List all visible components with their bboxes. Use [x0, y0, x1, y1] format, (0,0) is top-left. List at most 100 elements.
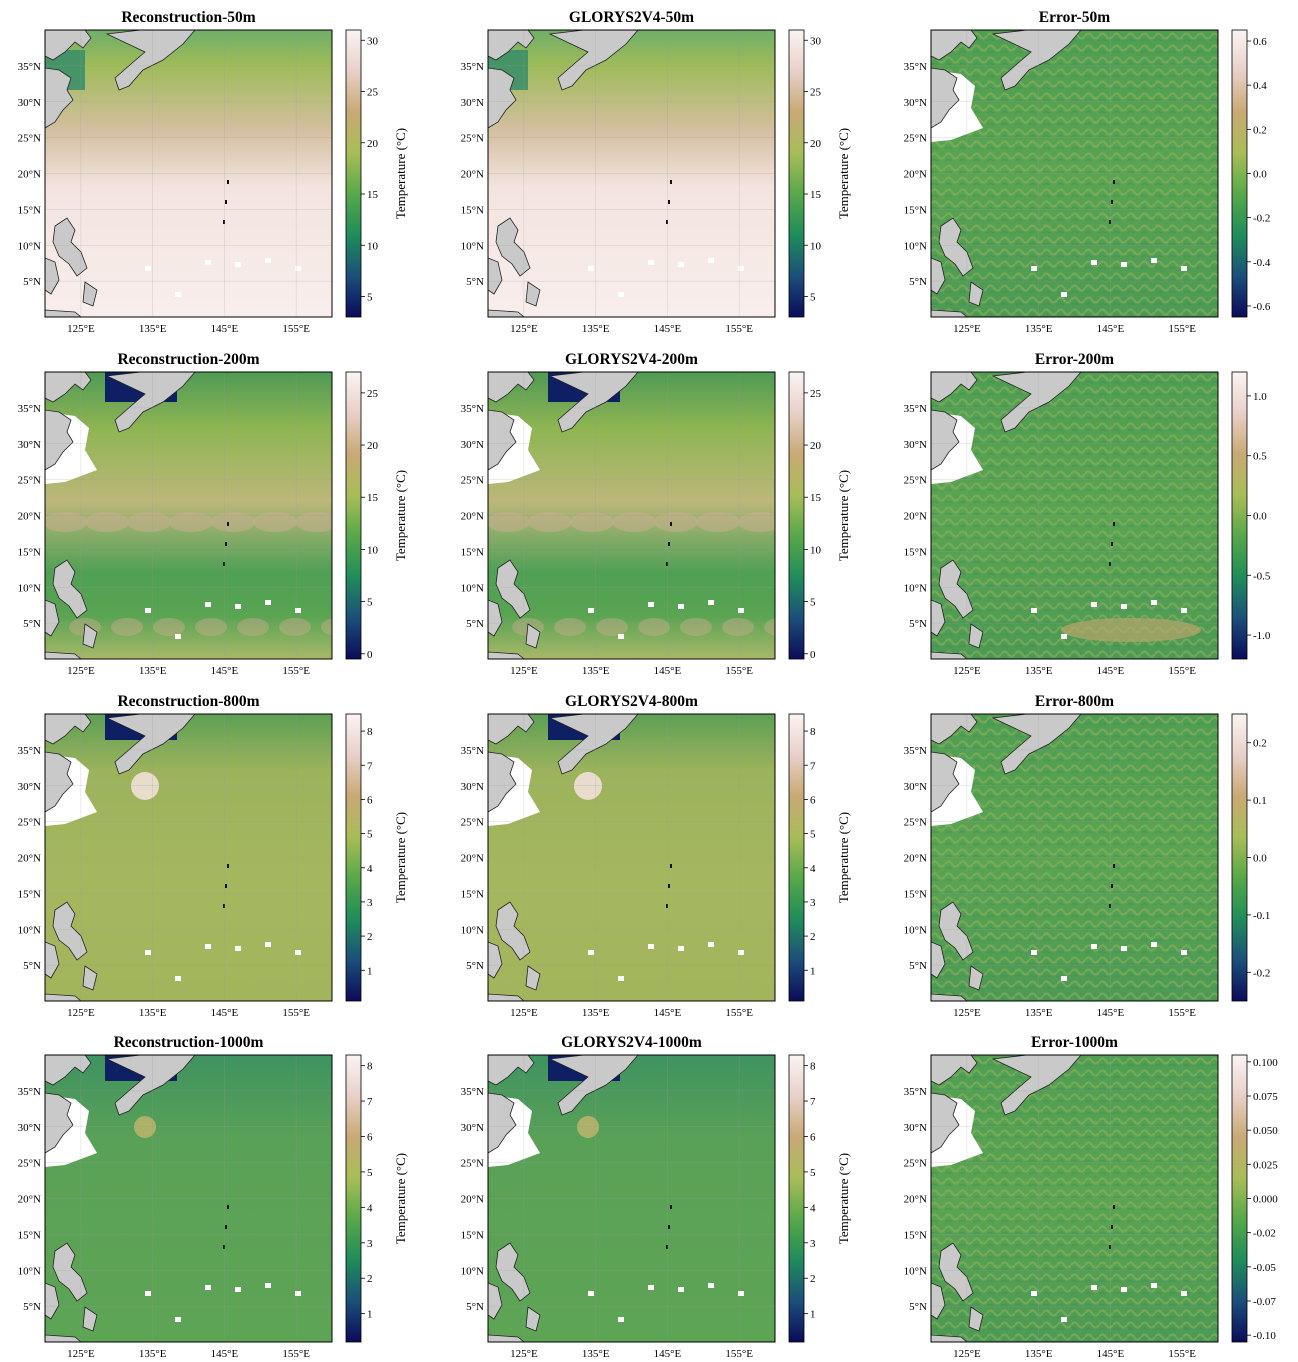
warm-eddy	[574, 772, 602, 800]
lat-tick-label: 30°N	[18, 97, 41, 109]
lat-tick-label: 30°N	[18, 781, 41, 793]
land-mass	[931, 751, 960, 813]
island	[1113, 864, 1115, 868]
land-mass	[82, 965, 98, 991]
land-mass	[525, 965, 541, 991]
warm-band-cell	[570, 512, 614, 532]
land-mass	[52, 901, 88, 961]
lat-tick-label: 15°N	[461, 888, 484, 900]
land-mass	[938, 217, 974, 277]
colorbar-gradient	[345, 29, 362, 318]
island-mask	[145, 950, 151, 955]
lon-tick-label: 155°E	[1168, 1007, 1196, 1019]
island-mask	[1031, 608, 1037, 613]
lon-tick-label: 145°E	[1097, 1348, 1125, 1360]
colorbar-tick-label: 0.100	[1253, 1057, 1278, 1069]
lon-tick-label: 125°E	[510, 323, 538, 335]
map-field	[931, 30, 1218, 317]
land-mass	[45, 941, 60, 979]
lat-tick-label: 15°N	[461, 204, 484, 216]
lat-tick-label: 5°N	[23, 618, 41, 630]
lat-tick-label: 15°N	[904, 546, 927, 558]
map-panel: Reconstruction-800m 5°N 10°N 15°N 20°N 25°N 30…	[18, 693, 408, 1019]
colorbar-tick-label: 5	[367, 292, 373, 304]
colorbar-tick-label: 0.5	[1253, 451, 1267, 463]
warm-eddy	[131, 772, 159, 800]
island	[1109, 904, 1111, 908]
colorbar-tick-label: 3	[367, 1238, 373, 1250]
lat-tick-label: 30°N	[461, 439, 484, 451]
map-field	[488, 714, 775, 1001]
island-mask	[618, 976, 624, 981]
colorbar-tick-label: 0	[367, 649, 373, 661]
lat-tick-label: 25°N	[904, 1158, 927, 1170]
colorbar-tick-label: 0.2	[1253, 124, 1267, 136]
lon-tick-label: 135°E	[582, 323, 610, 335]
land-mass	[488, 1334, 525, 1342]
colorbar-tick-label: -1.0	[1253, 630, 1271, 642]
land-mass	[45, 372, 92, 403]
island	[225, 542, 227, 546]
colorbar-tick-label: 1.0	[1253, 391, 1267, 403]
lat-tick-label: 30°N	[461, 781, 484, 793]
map-field	[488, 372, 775, 659]
island	[670, 522, 672, 526]
island-mask	[1181, 1291, 1187, 1296]
island-mask	[618, 1317, 624, 1322]
colorbar-label: Temperature (°C)	[393, 470, 408, 561]
colorbar-label: Temperature (°C)	[836, 470, 851, 561]
land-mass	[488, 30, 535, 61]
lat-tick-label: 25°N	[18, 475, 41, 487]
colorbar: -1.0 -0.5 0.0 0.5 1.0	[1231, 371, 1271, 660]
colorbar-tick-label: 5	[367, 597, 373, 609]
land-mass	[105, 30, 196, 91]
island-mask	[265, 1283, 271, 1288]
island-mask	[588, 266, 594, 271]
map-field	[45, 30, 332, 317]
colorbar-tick-label: 6	[810, 794, 816, 806]
colorbar-tick-label: 8	[367, 726, 373, 738]
warm-band-cell	[638, 618, 670, 636]
lat-tick-label: 25°N	[461, 817, 484, 829]
map-frame	[44, 1054, 333, 1343]
map-field	[488, 1055, 775, 1342]
lat-tick-label: 30°N	[904, 97, 927, 109]
land-mass	[931, 1282, 946, 1320]
island-mask	[1151, 258, 1157, 263]
colorbar-tick-label: 0	[810, 649, 816, 661]
colorbar-tick-label: 5	[810, 829, 816, 841]
warm-band-cell	[169, 512, 213, 532]
colorbar-tick-label: -0.1	[1253, 910, 1270, 922]
colorbar: 1 2 3 4 5 6 7 8 Temperature (°C)	[788, 713, 851, 1002]
land-mass	[105, 1055, 196, 1116]
island-mask	[175, 976, 181, 981]
colorbar-tick-label: 0.4	[1253, 80, 1267, 92]
island	[1113, 522, 1115, 526]
colorbar-tick-label: 7	[810, 1096, 816, 1108]
lon-tick-label: 155°E	[1168, 323, 1196, 335]
land-mass	[525, 623, 541, 649]
land-mass	[931, 714, 978, 745]
colorbar-gradient	[1231, 713, 1248, 1002]
lat-tick-label: 30°N	[904, 781, 927, 793]
land-mass	[45, 599, 60, 637]
island	[223, 220, 225, 224]
colorbar-tick-label: 10	[810, 544, 822, 556]
map-frame	[487, 1054, 776, 1343]
warm-band-cell	[45, 512, 87, 532]
colorbar-tick-label: 0.6	[1253, 36, 1267, 48]
lon-tick-label: 155°E	[1168, 665, 1196, 677]
map-panel: GLORYS2V4-800m 5°N 10°N 15°N 20°N 25°N 30°N 35°…	[461, 693, 851, 1019]
colorbar-tick-label: -0.05	[1253, 1262, 1276, 1274]
colorbar-tick-label: 6	[367, 794, 373, 806]
island	[668, 200, 670, 204]
land-mass	[525, 1306, 541, 1332]
colorbar-tick-label: 10	[367, 544, 379, 556]
island-mask	[588, 950, 594, 955]
island	[1111, 200, 1113, 204]
colorbar-tick-label: -0.07	[1253, 1296, 1276, 1308]
land-mass	[45, 993, 82, 1001]
lat-tick-label: 25°N	[18, 133, 41, 145]
